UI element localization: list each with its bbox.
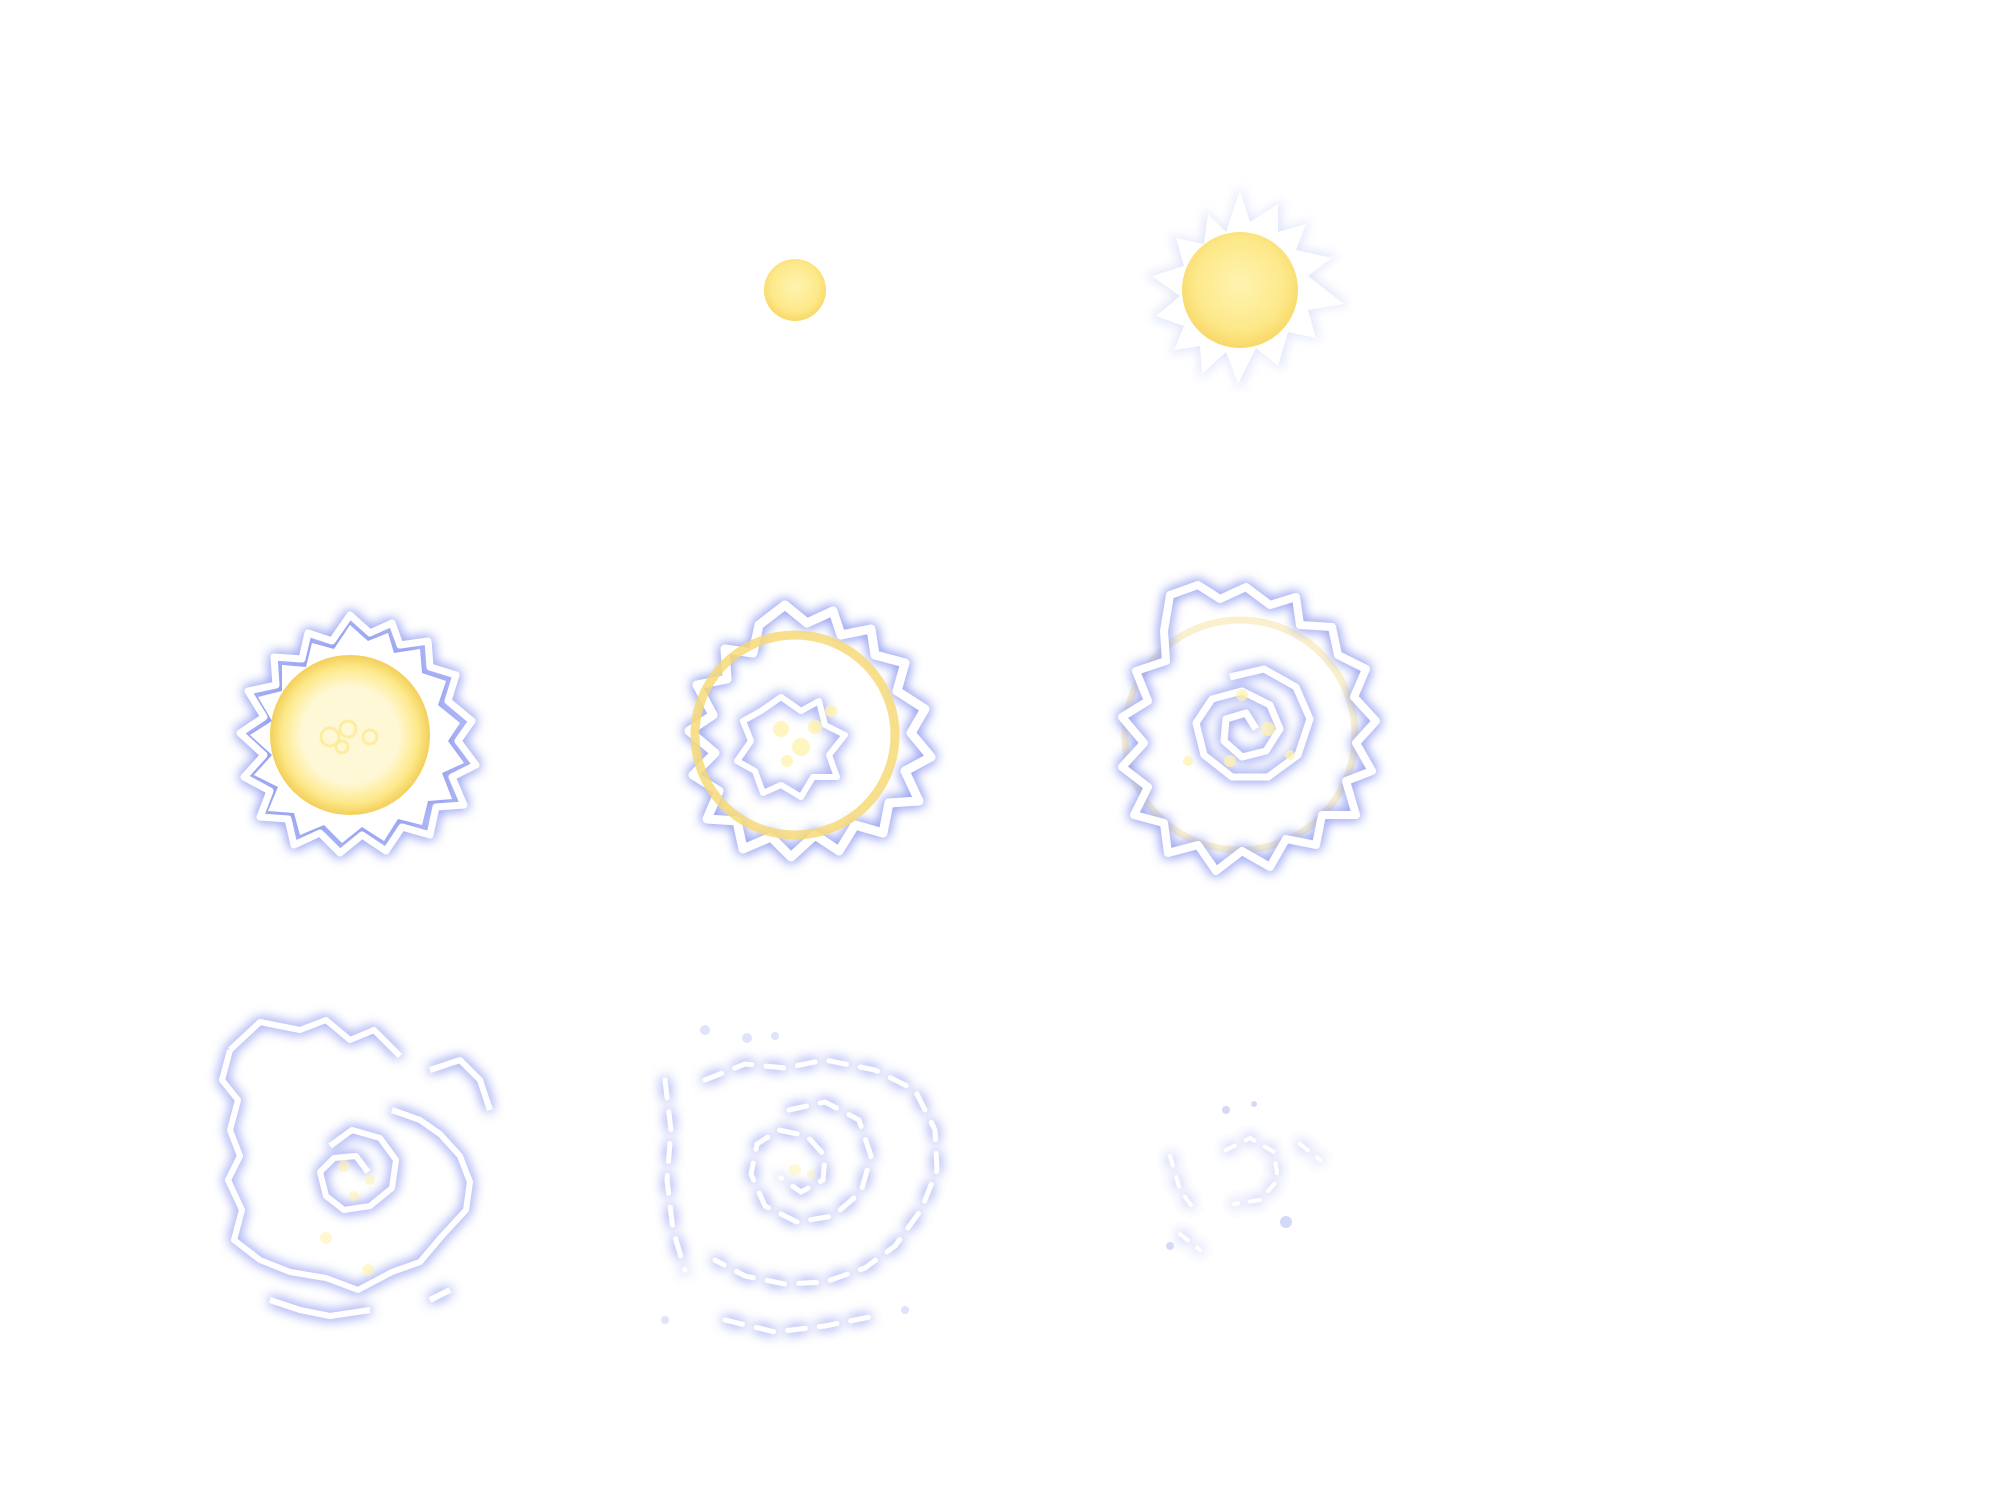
swirl-smoke: [219, 1017, 493, 1319]
frame-9-dissipate: [1020, 960, 1460, 1400]
ignite-sprite: [764, 259, 826, 321]
frame-4-fireball: [130, 515, 570, 955]
frame-3-flash: [1020, 70, 1460, 510]
dissipate-specks: [1166, 1101, 1292, 1250]
fireball-sparks: [319, 719, 379, 755]
flash-sprite: [1145, 185, 1350, 390]
shockwave-embers: [773, 705, 837, 767]
swirl-embers: [320, 1160, 375, 1276]
frame-1-empty: [130, 70, 570, 510]
burst-smoke: [1118, 581, 1380, 875]
smoke-swirl-sprite: [219, 1017, 493, 1319]
shockwave-sprite: [684, 600, 936, 862]
frame-5-shockwave: [575, 515, 1015, 955]
frame-8-smoke-break: [575, 960, 1015, 1400]
frame-2-ignite: [575, 70, 1015, 510]
fireball-core: [270, 655, 430, 815]
smoke-break-sprite: [661, 1025, 940, 1335]
shockwave-ring: [690, 630, 900, 840]
fireball-sprite: [236, 611, 480, 857]
burst-sprite: [1118, 581, 1380, 875]
flash-core: [1182, 232, 1298, 348]
frame-6-burst: [1020, 515, 1460, 955]
burst-embers: [1183, 689, 1295, 767]
break-specks: [661, 1025, 909, 1324]
core-dot: [764, 259, 826, 321]
break-smoke: [662, 1057, 940, 1335]
dissipate-smoke: [1168, 1135, 1322, 1252]
dissipate-sprite: [1166, 1101, 1322, 1252]
break-embers: [789, 1164, 815, 1178]
frame-7-smoke-swirl: [130, 960, 570, 1400]
